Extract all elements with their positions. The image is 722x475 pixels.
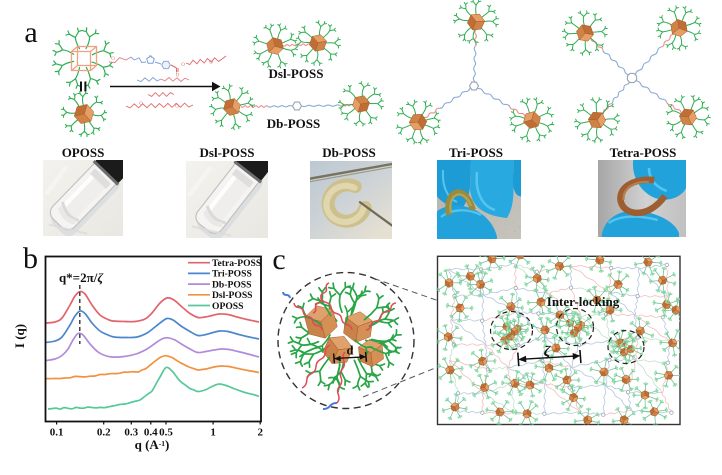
svg-text:b: b [23,242,38,275]
svg-text:0.3: 0.3 [124,427,138,439]
svg-text:Tri-POSS: Tri-POSS [449,145,503,160]
svg-text:Dsl-POSS: Dsl-POSS [212,290,253,301]
svg-text:O: O [181,63,185,68]
svg-text:c: c [272,243,285,276]
svg-text:Db-POSS: Db-POSS [212,279,251,290]
svg-text:q (A-1): q (A-1) [135,437,170,452]
svg-text:q*=2π/ζ: q*=2π/ζ [59,270,104,285]
svg-text:a: a [24,16,37,49]
svg-text:Dsl-POSS: Dsl-POSS [200,145,255,160]
svg-text:Dsl-POSS: Dsl-POSS [269,66,324,81]
svg-text:O: O [176,74,180,79]
svg-text:0.5: 0.5 [159,427,173,439]
svg-text:Tetra-POSS: Tetra-POSS [212,258,261,269]
svg-text:0.2: 0.2 [97,427,111,439]
svg-text:N: N [149,54,153,59]
svg-text:2: 2 [257,427,263,439]
svg-text:OPOSS: OPOSS [62,145,105,160]
svg-text:Tri-POSS: Tri-POSS [212,269,252,280]
svg-text:O: O [209,61,213,66]
svg-text:Inter-locking: Inter-locking [547,294,620,309]
svg-text:O: O [111,57,115,62]
svg-text:0.1: 0.1 [50,427,64,439]
svg-text:Db-POSS: Db-POSS [267,116,320,131]
svg-text:Tetra-POSS: Tetra-POSS [610,145,677,160]
svg-text:I (q): I (q) [12,324,27,348]
svg-text:OPOSS: OPOSS [212,301,243,312]
svg-text:ζ: ζ [544,344,552,360]
svg-text:d: d [347,344,354,358]
svg-text:O: O [139,102,143,107]
svg-text:Db-POSS: Db-POSS [322,145,375,160]
svg-text:O: O [175,105,179,110]
svg-text:1: 1 [210,427,216,439]
svg-text:0.4: 0.4 [144,427,158,439]
